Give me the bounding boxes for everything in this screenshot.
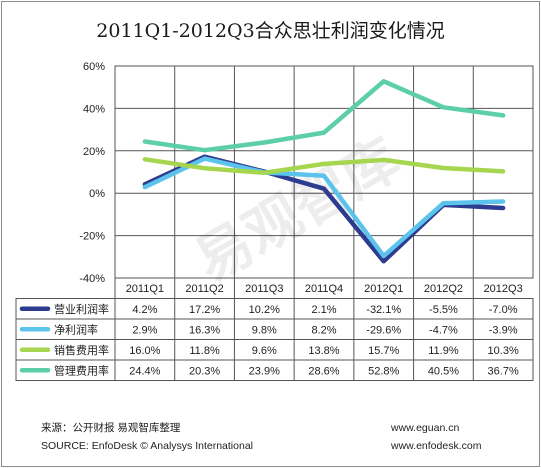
legend-label: 净利润率 bbox=[54, 322, 98, 336]
table-cell: 16.0% bbox=[129, 345, 160, 357]
table-cell: 2.1% bbox=[311, 304, 336, 316]
legend-label: 营业利润率 bbox=[54, 302, 109, 316]
x-tick-label: 2011Q4 bbox=[305, 283, 343, 295]
table-cell: 9.6% bbox=[252, 345, 277, 357]
y-tick-label: 20% bbox=[83, 146, 105, 158]
table-cell: -32.1% bbox=[366, 304, 401, 316]
table-cell: 11.8% bbox=[189, 345, 220, 357]
url-enfodesk[interactable]: www.enfodesk.com bbox=[391, 440, 482, 452]
chart-title: 2011Q1-2012Q3合众思壮利润变化情况 bbox=[96, 20, 445, 42]
table-cell: 40.5% bbox=[428, 365, 459, 377]
table-cell: 16.3% bbox=[189, 324, 220, 336]
table-cell: 13.8% bbox=[308, 345, 339, 357]
y-tick-label: 40% bbox=[83, 103, 105, 115]
table-cell: 15.7% bbox=[368, 345, 399, 357]
table-cell: 9.8% bbox=[252, 324, 277, 336]
line-chart: 易观智库 60%40%20%0%-20%-40% 2011Q1 2011Q2 201… bbox=[15, 61, 534, 381]
table-cell: 20.3% bbox=[189, 365, 220, 377]
table-cell: 10.3% bbox=[488, 345, 519, 357]
table-cell: 2.9% bbox=[132, 324, 157, 336]
source-en: SOURCE: EnfoDesk © Analysys Internationa… bbox=[41, 440, 253, 452]
footer-links: www.eguan.cn www.enfodesk.com bbox=[391, 419, 481, 455]
table-cell: 10.2% bbox=[249, 304, 280, 316]
table-cell: 11.9% bbox=[428, 345, 459, 357]
x-tick-label: 2012Q3 bbox=[484, 283, 523, 295]
table-cell: -29.6% bbox=[366, 324, 401, 336]
footer-source: 来源：公开财报 易观智库整理 SOURCE: EnfoDesk © Analys… bbox=[41, 419, 253, 455]
url-eguan[interactable]: www.eguan.cn bbox=[391, 422, 460, 434]
x-tick-label: 2011Q3 bbox=[245, 283, 283, 295]
y-tick-label: -40% bbox=[79, 273, 105, 285]
table-cell: 28.6% bbox=[308, 365, 339, 377]
table-cell: 24.4% bbox=[129, 365, 160, 377]
series-line-4 bbox=[142, 79, 506, 153]
series-line-2 bbox=[142, 156, 506, 259]
y-axis: 60% 40% 20% 0% -20% -40% bbox=[79, 61, 105, 285]
series-line-3 bbox=[142, 157, 506, 176]
watermark-text: 易观智库 bbox=[185, 127, 411, 295]
table-cell: 17.2% bbox=[189, 304, 220, 316]
x-tick-label: 2012Q1 bbox=[364, 283, 403, 295]
data-table: 2011Q1 2011Q2 2011Q3 2011Q4 2012Q1 2012Q2 2012… bbox=[15, 278, 534, 381]
y-tick-label: -20% bbox=[79, 231, 105, 243]
table-cell: -5.5% bbox=[429, 304, 458, 316]
legend-label: 管理费用率 bbox=[54, 363, 109, 377]
watermark: 易观智库 bbox=[185, 127, 411, 295]
table-cell: -7.0% bbox=[489, 304, 518, 316]
table-cell: -3.9% bbox=[489, 324, 518, 336]
y-tick-label: 0% bbox=[89, 188, 105, 200]
table-cell: 8.2% bbox=[311, 324, 336, 336]
x-tick-label: 2011Q2 bbox=[185, 283, 223, 295]
source-cn: 来源：公开财报 易观智库整理 bbox=[41, 422, 181, 434]
table-cell: 36.7% bbox=[488, 365, 519, 377]
y-tick-label: 60% bbox=[83, 61, 105, 73]
table-cell: 23.9% bbox=[249, 365, 280, 377]
table-cell: -4.7% bbox=[429, 324, 458, 336]
table-cell: 52.8% bbox=[368, 365, 399, 377]
x-tick-label: 2012Q2 bbox=[424, 283, 463, 295]
series-lines bbox=[142, 79, 506, 264]
x-tick-label: 2011Q1 bbox=[126, 283, 164, 295]
table-cell: 4.2% bbox=[132, 304, 157, 316]
legend-label: 销售费用率 bbox=[54, 343, 109, 357]
